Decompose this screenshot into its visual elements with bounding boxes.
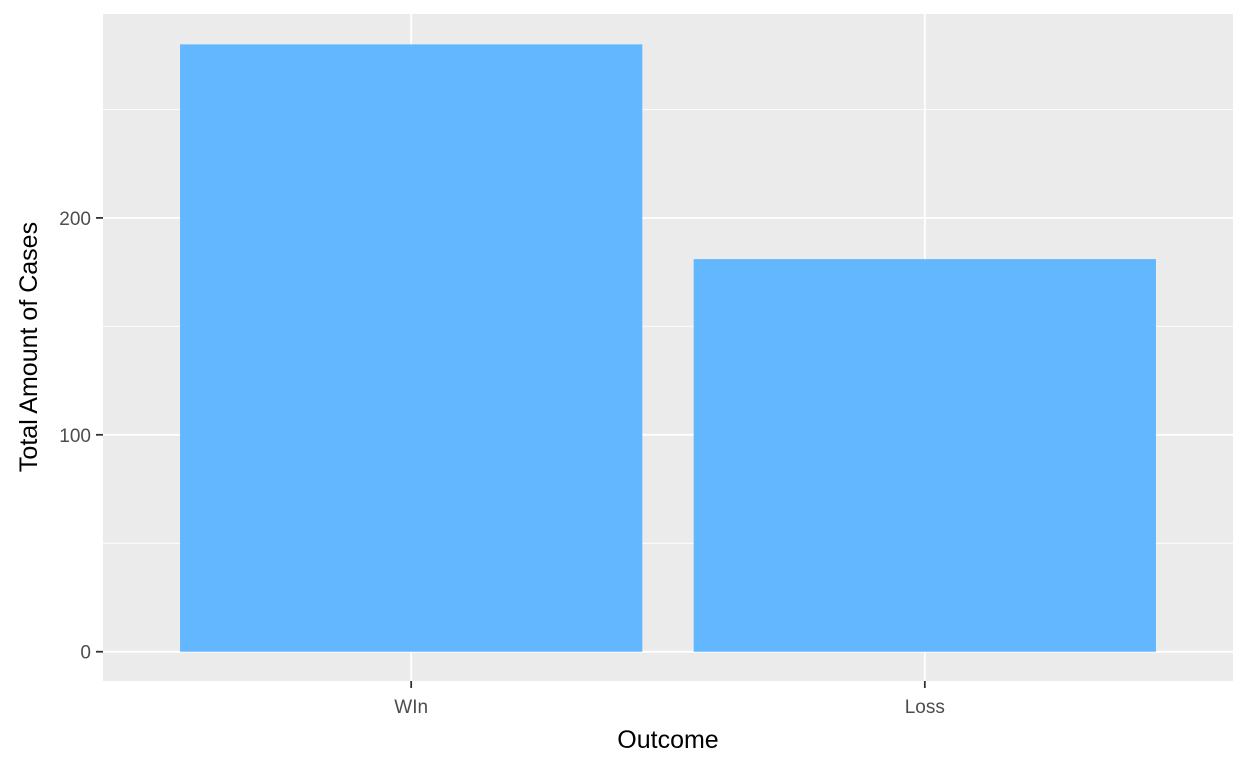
x-tick-label: Loss [905,697,945,718]
axes: 0 100 200 WIn Loss [59,209,945,718]
y-axis-title: Total Amount of Cases [15,222,43,472]
bar-win [180,44,643,652]
x-axis-title: Outcome [617,726,718,754]
y-tick-label: 200 [59,209,91,230]
y-tick-label: 0 [80,643,91,664]
y-tick-label: 100 [59,426,91,447]
bar-loss [693,259,1156,652]
x-tick-label: WIn [394,697,428,718]
bars [180,44,1156,652]
